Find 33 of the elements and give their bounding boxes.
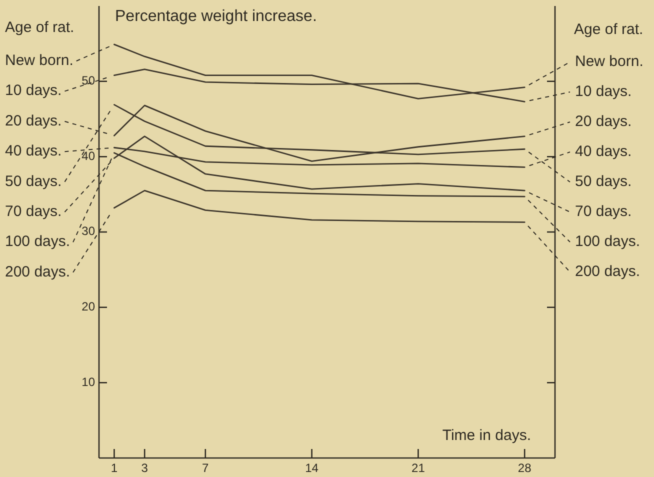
x-tick-label: 28	[518, 461, 532, 476]
legend-label: 200 days.	[575, 262, 640, 280]
text: 40 days.	[5, 142, 62, 160]
text: New born.	[5, 52, 74, 69]
line-series	[114, 190, 526, 223]
legend-label: 100 days.	[575, 232, 640, 250]
x-tick-label: 7	[202, 461, 210, 476]
legend-label: 50 days.	[575, 172, 632, 190]
x-tick-label: 21	[412, 461, 426, 476]
x-tick-label: 14	[305, 461, 319, 476]
text: 10 days.	[5, 82, 62, 100]
y-tick-label: 40	[82, 148, 96, 163]
legend-label: 70 days.	[575, 202, 632, 220]
text: Age of rat.	[5, 18, 74, 36]
text: 200 days.	[5, 263, 70, 280]
text: 100 days.	[5, 233, 70, 250]
y-tick-label: 30	[82, 224, 96, 238]
text: 70 days.	[5, 202, 62, 220]
text: 20 days.	[5, 112, 62, 130]
legend-label: 40 days.	[575, 142, 632, 160]
y-tick-label: 20	[82, 300, 96, 314]
y-tick-label: 50	[82, 74, 96, 88]
y-tick-label: 10	[82, 374, 96, 389]
legend-label: 20 days.	[575, 112, 632, 130]
legend-label: 10 days.	[575, 82, 632, 100]
text: 50 days.	[5, 172, 62, 190]
line-series	[114, 44, 526, 100]
legend-label: New born.	[575, 52, 644, 70]
x-axis-title: Time in days.	[442, 426, 531, 444]
x-tick-label: 1	[110, 461, 118, 476]
y-axis-title: Percentage weight increase.	[115, 8, 317, 26]
x-tick-label: 3	[141, 461, 148, 476]
legend-title: Age of rat.	[574, 20, 644, 38]
